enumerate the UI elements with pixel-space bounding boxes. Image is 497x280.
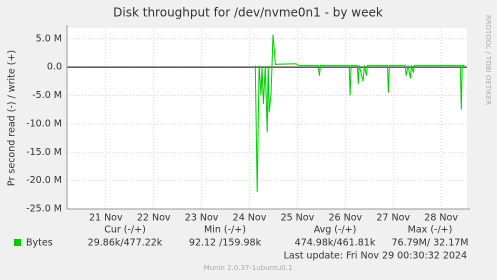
x-tick-label: 23 Nov xyxy=(185,213,219,224)
legend-header: Max (-/+) xyxy=(408,225,453,236)
legend-label: Bytes xyxy=(26,238,53,249)
x-tick-label: 26 Nov xyxy=(328,213,362,224)
y-tick-label: 5.0 M xyxy=(36,33,62,44)
series-line xyxy=(254,34,465,193)
watermark: RRDTOOL / TOBI OETIKER xyxy=(484,15,492,105)
y-tick-label: -20.0 M xyxy=(26,175,62,186)
chart-title: Disk throughput for /dev/nvme0n1 - by we… xyxy=(113,6,383,20)
y-tick-label: -10.0 M xyxy=(26,118,62,129)
y-tick-label: -5.0 M xyxy=(32,90,62,101)
legend-value: 76.79M/ 32.17M xyxy=(391,238,468,249)
x-tick-label: 28 Nov xyxy=(424,213,458,224)
last-update: Last update: Fri Nov 29 00:30:32 2024 xyxy=(284,251,467,262)
legend-header: Min (-/+) xyxy=(204,225,246,236)
y-tick-label: 0.0 xyxy=(47,62,62,73)
y-axis-label: Pr second read (-) / write (+) xyxy=(7,50,18,186)
legend-swatch xyxy=(14,239,21,246)
legend-value: 474.98k/461.81k xyxy=(295,238,376,249)
y-tick-label: -25.0 M xyxy=(26,204,62,215)
legend-header: Avg (-/+) xyxy=(314,225,357,236)
legend-value: 92.12 /159.98k xyxy=(189,238,262,249)
footer: Munin 2.0.37-1ubuntu0.1 xyxy=(204,264,293,272)
x-tick-label: 22 Nov xyxy=(137,213,171,224)
legend-header: Cur (-/+) xyxy=(104,225,146,236)
x-tick-label: 24 Nov xyxy=(233,213,267,224)
legend-value: 29.86k/477.22k xyxy=(88,238,163,249)
x-tick-label: 21 Nov xyxy=(89,213,123,224)
y-tick-label: -15.0 M xyxy=(26,147,62,158)
x-tick-label: 27 Nov xyxy=(376,213,410,224)
x-tick-label: 25 Nov xyxy=(281,213,315,224)
